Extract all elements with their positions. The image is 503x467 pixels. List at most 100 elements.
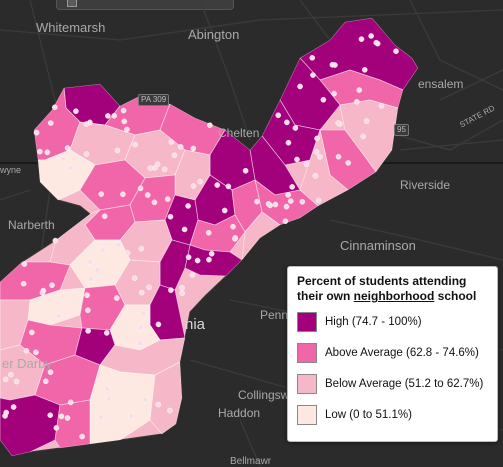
school-dot[interactable] — [294, 156, 300, 163]
school-dot[interactable] — [120, 107, 127, 114]
school-dot[interactable] — [310, 72, 316, 78]
school-dot[interactable] — [103, 330, 110, 336]
school-dot[interactable] — [137, 340, 143, 347]
school-dot[interactable] — [272, 201, 279, 208]
school-dot[interactable] — [161, 166, 168, 173]
layer-checkbox[interactable] — [67, 0, 77, 7]
school-dot[interactable] — [47, 369, 54, 376]
school-dot[interactable] — [67, 399, 74, 406]
school-dot[interactable] — [283, 203, 290, 210]
school-dot[interactable] — [85, 307, 91, 314]
school-dot[interactable] — [360, 133, 367, 140]
school-dot[interactable] — [378, 103, 385, 109]
school-dot[interactable] — [138, 289, 145, 296]
school-dot[interactable] — [282, 218, 289, 224]
school-dot[interactable] — [55, 312, 62, 319]
school-dot[interactable] — [124, 250, 131, 256]
school-dot[interactable] — [52, 237, 59, 244]
school-dot[interactable] — [20, 280, 27, 287]
school-dot[interactable] — [85, 328, 91, 334]
school-dot[interactable] — [312, 173, 319, 179]
school-dot[interactable] — [8, 371, 14, 378]
school-dot[interactable] — [314, 135, 320, 142]
school-dot[interactable] — [79, 433, 85, 440]
school-dot[interactable] — [138, 324, 144, 331]
school-dot[interactable] — [83, 121, 90, 127]
school-dot[interactable] — [171, 152, 178, 159]
school-dot[interactable] — [84, 292, 90, 298]
school-dot[interactable] — [207, 122, 213, 129]
school-dot[interactable] — [58, 413, 65, 420]
school-dot[interactable] — [275, 112, 282, 119]
school-dot[interactable] — [155, 321, 162, 328]
school-dot[interactable] — [368, 33, 374, 39]
neighborhood-polygons[interactable] — [0, 18, 418, 456]
school-dot[interactable] — [47, 120, 54, 126]
school-dot[interactable] — [33, 129, 40, 136]
school-dot[interactable] — [121, 118, 128, 125]
school-dot[interactable] — [361, 67, 368, 73]
school-dot[interactable] — [254, 198, 260, 205]
school-dot[interactable] — [265, 201, 272, 207]
school-dot[interactable] — [124, 126, 130, 133]
school-dot[interactable] — [10, 404, 17, 410]
school-dot[interactable] — [354, 99, 360, 105]
school-dot[interactable] — [132, 141, 138, 148]
school-dot[interactable] — [114, 147, 121, 154]
school-dot[interactable] — [105, 113, 111, 119]
school-dot[interactable] — [393, 48, 399, 55]
school-dot[interactable] — [154, 161, 161, 168]
school-dot[interactable] — [67, 165, 74, 171]
school-dot[interactable] — [363, 118, 370, 124]
school-dot[interactable] — [94, 267, 101, 273]
school-dot[interactable] — [120, 191, 126, 198]
school-dot[interactable] — [303, 161, 310, 167]
school-dot[interactable] — [292, 125, 299, 131]
school-dot[interactable] — [44, 149, 51, 156]
school-dot[interactable] — [101, 213, 108, 220]
school-dot[interactable] — [335, 153, 342, 160]
school-dot[interactable] — [39, 289, 46, 296]
school-dot[interactable] — [3, 409, 10, 416]
school-dot[interactable] — [189, 272, 196, 278]
school-dot[interactable] — [185, 254, 192, 260]
school-dot[interactable] — [358, 36, 365, 42]
school-dot[interactable] — [37, 148, 43, 155]
school-dot[interactable] — [185, 203, 191, 209]
school-dot[interactable] — [64, 415, 71, 421]
school-dot[interactable] — [332, 62, 338, 68]
layer-toggle-control[interactable] — [56, 0, 234, 10]
school-dot[interactable] — [144, 192, 151, 198]
school-dot[interactable] — [83, 151, 90, 157]
neighborhood-area[interactable] — [241, 211, 281, 262]
school-dot[interactable] — [142, 396, 149, 403]
neighborhood-area[interactable] — [54, 399, 91, 449]
school-dot[interactable] — [106, 396, 112, 402]
school-dot[interactable] — [313, 149, 320, 155]
school-dot[interactable] — [299, 198, 306, 205]
school-dot[interactable] — [87, 259, 93, 265]
school-dot[interactable] — [29, 329, 35, 336]
school-dot[interactable] — [21, 261, 28, 267]
neighborhood-area[interactable] — [0, 394, 61, 456]
school-dot[interactable] — [33, 349, 39, 356]
school-dot[interactable] — [60, 156, 66, 162]
school-dot[interactable] — [284, 119, 290, 126]
school-dot[interactable] — [23, 348, 30, 354]
school-dot[interactable] — [206, 256, 212, 263]
school-dot[interactable] — [140, 310, 147, 317]
school-dot[interactable] — [205, 229, 212, 236]
school-dot[interactable] — [98, 191, 105, 197]
school-dot[interactable] — [320, 96, 327, 103]
school-dot[interactable] — [335, 120, 342, 126]
school-dot[interactable] — [98, 414, 104, 421]
school-dot[interactable] — [128, 413, 134, 419]
school-dot[interactable] — [168, 139, 175, 145]
school-dot[interactable] — [285, 139, 292, 146]
school-dot[interactable] — [232, 235, 239, 241]
neighborhood-area[interactable] — [149, 361, 183, 435]
school-dot[interactable] — [179, 285, 185, 291]
school-dot[interactable] — [88, 276, 94, 282]
school-dot[interactable] — [164, 196, 171, 202]
